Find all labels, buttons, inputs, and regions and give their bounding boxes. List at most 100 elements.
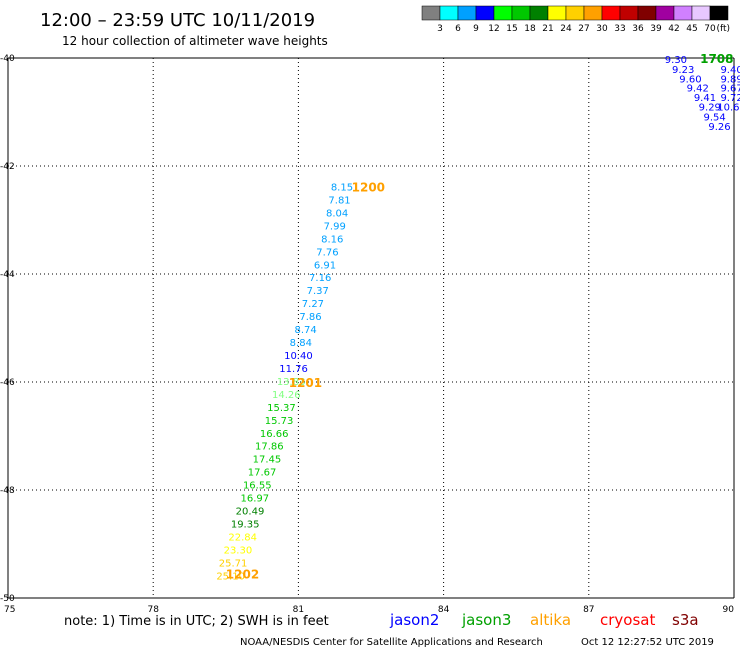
wave-height-point: 11.76 — [279, 364, 308, 375]
legend-swatch — [511, 5, 531, 21]
wave-height-point: 9.89 — [720, 75, 740, 86]
legend-swatch — [637, 5, 657, 21]
legend-bin-label: 27 — [578, 24, 589, 34]
wave-height-point: 14.26 — [272, 390, 301, 401]
wave-height-point: 17.86 — [255, 442, 284, 453]
legend-swatch — [655, 5, 675, 21]
legend-bin-label: 70 — [704, 24, 716, 34]
y-tick-label: -42 — [0, 162, 15, 172]
wave-height-point: 8.16 — [321, 234, 343, 245]
wave-height-point: 25.71 — [219, 558, 248, 569]
satellite-cryosat: cryosat — [600, 611, 655, 629]
axis-ticks: 75 78 81 84 87 90 -40 -42 -44 -46 -48 -50 — [0, 54, 734, 615]
legend-bin-label: 24 — [560, 24, 572, 34]
wave-height-point: 6.91 — [314, 260, 336, 271]
satellite-s3a: s3a — [672, 611, 699, 629]
wave-height-point: 9.26 — [708, 122, 730, 133]
legend-bin-label: 18 — [524, 24, 536, 34]
wave-height-point: 15.73 — [265, 416, 294, 427]
wave-height-point: 8.04 — [326, 208, 348, 219]
wave-height-point: 7.37 — [307, 286, 329, 297]
wave-height-point: 9.60 — [679, 75, 701, 86]
data-points: 8.157.81 8.04 7.99 8.16 7.76 6.91 7.16 7.37 7.27… — [216, 55, 740, 582]
wave-height-point: 9.23 — [672, 65, 694, 76]
wave-height-point: 17.45 — [253, 455, 282, 466]
wave-height-point: 20.49 — [236, 507, 265, 518]
satellite-legend: jason2 jason3 altika cryosat s3a — [389, 611, 699, 629]
legend-swatch — [475, 5, 495, 21]
wave-height-point: 15.37 — [267, 403, 296, 414]
x-tick-label: 90 — [723, 605, 735, 615]
wave-height-point: 7.99 — [324, 221, 346, 232]
chart-title: 12:00 – 23:59 UTC 10/11/2019 — [40, 10, 315, 31]
wave-height-point: 9.41 — [694, 93, 716, 104]
footer-credit: NOAA/NESDIS Center for Satellite Applica… — [240, 637, 543, 648]
legend-swatch — [583, 5, 603, 21]
satellite-jason2: jason2 — [389, 611, 439, 629]
wave-height-point: 9.54 — [704, 112, 726, 123]
legend-bin-label: 12 — [488, 24, 499, 34]
wave-height-point: 22.84 — [228, 532, 257, 543]
x-tick-label: 84 — [438, 605, 450, 615]
legend-swatch — [421, 5, 441, 21]
wave-height-point: 9.72 — [720, 93, 740, 104]
x-tick-label: 75 — [4, 605, 15, 615]
time-label: 1201 — [289, 376, 322, 390]
footer-note: note: 1) Time is in UTC; 2) SWH is in fe… — [64, 614, 329, 629]
wave-height-point: 7.86 — [299, 312, 321, 323]
time-label: 1202 — [226, 568, 259, 582]
legend-swatch — [673, 5, 693, 21]
legend-swatch — [565, 5, 585, 21]
legend-swatch — [457, 5, 477, 21]
x-tick-label: 87 — [583, 605, 594, 615]
legend-bin-label: 42 — [668, 24, 679, 34]
wave-height-point: 10.40 — [284, 351, 313, 362]
wave-height-point: 13.83 — [277, 377, 306, 388]
legend-bin-label: 9 — [473, 24, 479, 34]
wave-height-point: 9.67 — [720, 84, 740, 95]
x-tick-label: 78 — [147, 605, 159, 615]
legend-bin-label: 39 — [650, 24, 662, 34]
legend-swatch — [709, 5, 729, 21]
wave-height-point: 8.74 — [295, 325, 317, 336]
y-tick-label: -40 — [0, 54, 15, 64]
wave-height-point: 16.55 — [243, 481, 272, 492]
wave-height-point: 9.30 — [665, 55, 687, 66]
wave-height-point: 23.30 — [224, 545, 253, 556]
wave-height-point: 7.81 — [328, 195, 350, 206]
grid — [8, 58, 734, 598]
legend-bin-label: 6 — [455, 24, 461, 34]
legend-swatch — [691, 5, 711, 21]
legend-swatch — [529, 5, 549, 21]
time-label: 1200 — [352, 181, 385, 195]
wave-height-point: 7.27 — [302, 299, 324, 310]
legend-unit: (ft) — [716, 24, 730, 34]
legend-swatch — [439, 5, 459, 21]
wave-height-point: 9.42 — [687, 84, 709, 95]
wave-height-point: 9.40 — [720, 65, 740, 76]
wave-height-point: 9.29 — [699, 103, 721, 114]
y-tick-label: -46 — [0, 378, 15, 388]
time-labels: 1200 1201 1202 1708 — [226, 52, 734, 582]
plot-area: 75 78 81 84 87 90-40-42-44-46-48-50 8.157.818… — [0, 52, 740, 615]
legend-swatch — [619, 5, 639, 21]
x-tick-label: 81 — [293, 605, 304, 615]
wave-height-point: 25.10 — [216, 571, 245, 582]
legend-bin-label: 3 — [437, 24, 443, 34]
legend-bin-label: 21 — [542, 24, 553, 34]
legend-swatch — [493, 5, 513, 21]
time-label: 1708 — [700, 52, 733, 66]
wave-height-point: 8.84 — [290, 338, 312, 349]
wave-height-point: 17.67 — [248, 468, 277, 479]
legend-bin-label: 33 — [614, 24, 625, 34]
wave-height-point: 8.15 — [331, 183, 353, 194]
y-tick-label: -44 — [0, 270, 15, 280]
legend-bin-label: 15 — [506, 24, 517, 34]
wave-height-point: 16.66 — [260, 429, 289, 440]
y-tick-label: -50 — [0, 594, 15, 604]
chart-subtitle: 12 hour collection of altimeter wave hei… — [62, 34, 328, 48]
legend-bin-label: 45 — [686, 24, 697, 34]
satellite-jason3: jason3 — [461, 611, 511, 629]
